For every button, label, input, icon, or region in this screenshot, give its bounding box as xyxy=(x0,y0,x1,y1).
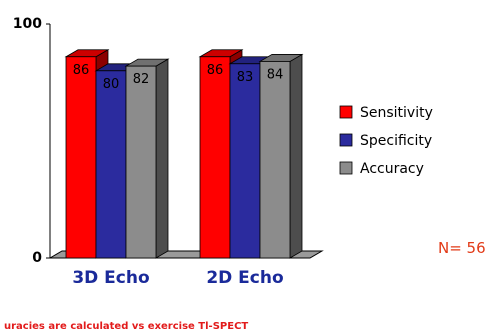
x-category-label: 3D Echo xyxy=(72,268,149,288)
bar-2d-echo-accuracy-value-label: 84 xyxy=(267,67,284,82)
bar-2d-echo-accuracy-side xyxy=(289,53,303,259)
bar-2d-echo-sensitivity xyxy=(199,56,231,259)
bar-2d-echo-specificity xyxy=(229,63,261,259)
y-tick-label-top: 100 xyxy=(13,16,42,32)
legend-swatch-accuracy xyxy=(339,161,353,175)
bar-3d-echo-accuracy xyxy=(125,65,157,259)
bar-3d-echo-sensitivity-value-label: 86 xyxy=(73,63,90,78)
bar-3d-echo-accuracy-value-label: 82 xyxy=(133,72,150,87)
bar-2d-echo-specificity-value-label: 83 xyxy=(237,70,254,85)
x-category-label: 2D Echo xyxy=(206,268,283,288)
bar-3d-echo-specificity-value-label: 80 xyxy=(103,77,120,92)
bar-2d-echo-sensitivity-value-label: 86 xyxy=(207,63,224,78)
legend: Sensitivity Specificity Accuracy xyxy=(339,105,433,177)
y-axis: 100 0 3D Echo 2D Echo xyxy=(13,16,284,288)
legend-label-specificity: Specificity xyxy=(360,133,432,149)
y-tick-label-bottom: 0 xyxy=(32,250,42,266)
data-labels: 86 80 82 86 83 84 xyxy=(73,63,284,92)
bar-3d-echo-specificity xyxy=(95,70,127,259)
legend-swatch-sensitivity xyxy=(339,105,353,119)
footnote: uracies are calculated vs exercise Tl-SP… xyxy=(4,321,248,332)
bar-3d-echo-sensitivity xyxy=(65,56,97,259)
bar-2d-echo-accuracy xyxy=(259,61,291,259)
sample-size-label: N= 56 xyxy=(438,239,486,257)
legend-label-accuracy: Accuracy xyxy=(360,161,424,177)
legend-label-sensitivity: Sensitivity xyxy=(360,105,433,121)
bar-3d-echo-accuracy-side xyxy=(155,58,169,259)
legend-swatch-specificity xyxy=(339,133,353,147)
bars xyxy=(64,49,304,259)
